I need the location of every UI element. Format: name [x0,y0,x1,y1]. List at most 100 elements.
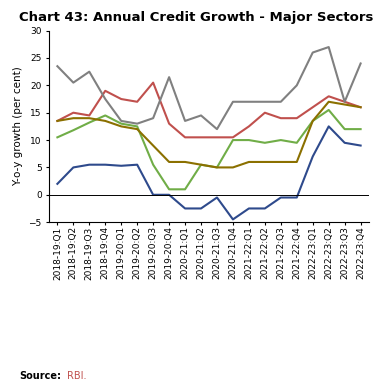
Personal loans (non-housing) [103,97,108,101]
Housing [247,124,251,129]
Personal loans (non-housing) [135,121,139,126]
Personal loans (non-housing) [71,80,76,85]
Personal loans (non-housing) [55,64,60,69]
Personal loans (non-housing) [342,100,347,104]
Personal loans (non-housing) [183,119,187,123]
Industry [215,195,219,200]
Housing [119,97,124,101]
Housing [263,110,267,115]
Personal loans (non-housing) [326,45,331,49]
Agriculture [247,138,251,142]
Agriculture [199,162,203,167]
Personal loans (non-housing) [87,69,92,74]
Industry [167,193,171,197]
Industry [263,206,267,211]
Housing [87,113,92,118]
Industry [151,193,155,197]
Total [71,116,76,121]
Y-axis label: Y-o-y growth (per cent): Y-o-y growth (per cent) [13,67,23,186]
Agriculture [358,127,363,131]
Housing [342,100,347,104]
Agriculture [167,187,171,192]
Total [279,160,283,164]
Personal loans (non-housing) [310,50,315,55]
Housing [294,116,299,121]
Total [294,160,299,164]
Personal loans (non-housing) [231,100,235,104]
Industry [247,206,251,211]
Text: Chart 43: Annual Credit Growth - Major Sectors: Chart 43: Annual Credit Growth - Major S… [19,11,374,25]
Personal loans (non-housing) [167,75,171,79]
Agriculture [135,124,139,129]
Personal loans (non-housing) [294,83,299,88]
Line: Industry: Industry [57,126,361,219]
Agriculture [55,135,60,140]
Housing [326,94,331,98]
Industry [342,141,347,145]
Personal loans (non-housing) [247,100,251,104]
Personal loans (non-housing) [151,116,155,121]
Industry [358,143,363,148]
Industry [119,164,124,168]
Total [231,165,235,170]
Industry [326,124,331,129]
Housing [231,135,235,140]
Housing [151,80,155,85]
Agriculture [215,165,219,170]
Personal loans (non-housing) [279,100,283,104]
Total [135,127,139,131]
Total [167,160,171,164]
Housing [55,119,60,123]
Agriculture [71,128,76,133]
Total [87,116,92,121]
Industry [279,195,283,200]
Industry [231,217,235,222]
Housing [103,88,108,93]
Agriculture [183,187,187,192]
Industry [199,206,203,211]
Industry [183,206,187,211]
Text: RBI.: RBI. [66,371,86,381]
Total [247,160,251,164]
Agriculture [310,119,315,123]
Industry [87,162,92,167]
Industry [55,182,60,186]
Personal loans (non-housing) [119,119,124,123]
Housing [167,121,171,126]
Personal loans (non-housing) [215,127,219,131]
Total [55,119,60,123]
Total [358,105,363,110]
Industry [294,195,299,200]
Industry [310,154,315,159]
Industry [103,162,108,167]
Agriculture [294,141,299,145]
Agriculture [231,138,235,142]
Industry [135,162,139,167]
Housing [183,135,187,140]
Housing [279,116,283,121]
Housing [199,135,203,140]
Total [119,124,124,129]
Housing [71,110,76,115]
Housing [310,105,315,110]
Agriculture [342,127,347,131]
Total [326,100,331,104]
Personal loans (non-housing) [358,61,363,66]
Agriculture [87,120,92,125]
Housing [358,105,363,110]
Industry [71,165,76,170]
Text: Source:: Source: [19,371,61,381]
Total [103,119,108,123]
Line: Total: Total [57,102,361,167]
Total [263,160,267,164]
Agriculture [151,162,155,167]
Agriculture [279,138,283,142]
Agriculture [103,113,108,118]
Line: Agriculture: Agriculture [57,110,361,189]
Total [310,119,315,123]
Total [215,165,219,170]
Personal loans (non-housing) [263,100,267,104]
Total [151,143,155,148]
Personal loans (non-housing) [199,113,203,118]
Total [342,102,347,107]
